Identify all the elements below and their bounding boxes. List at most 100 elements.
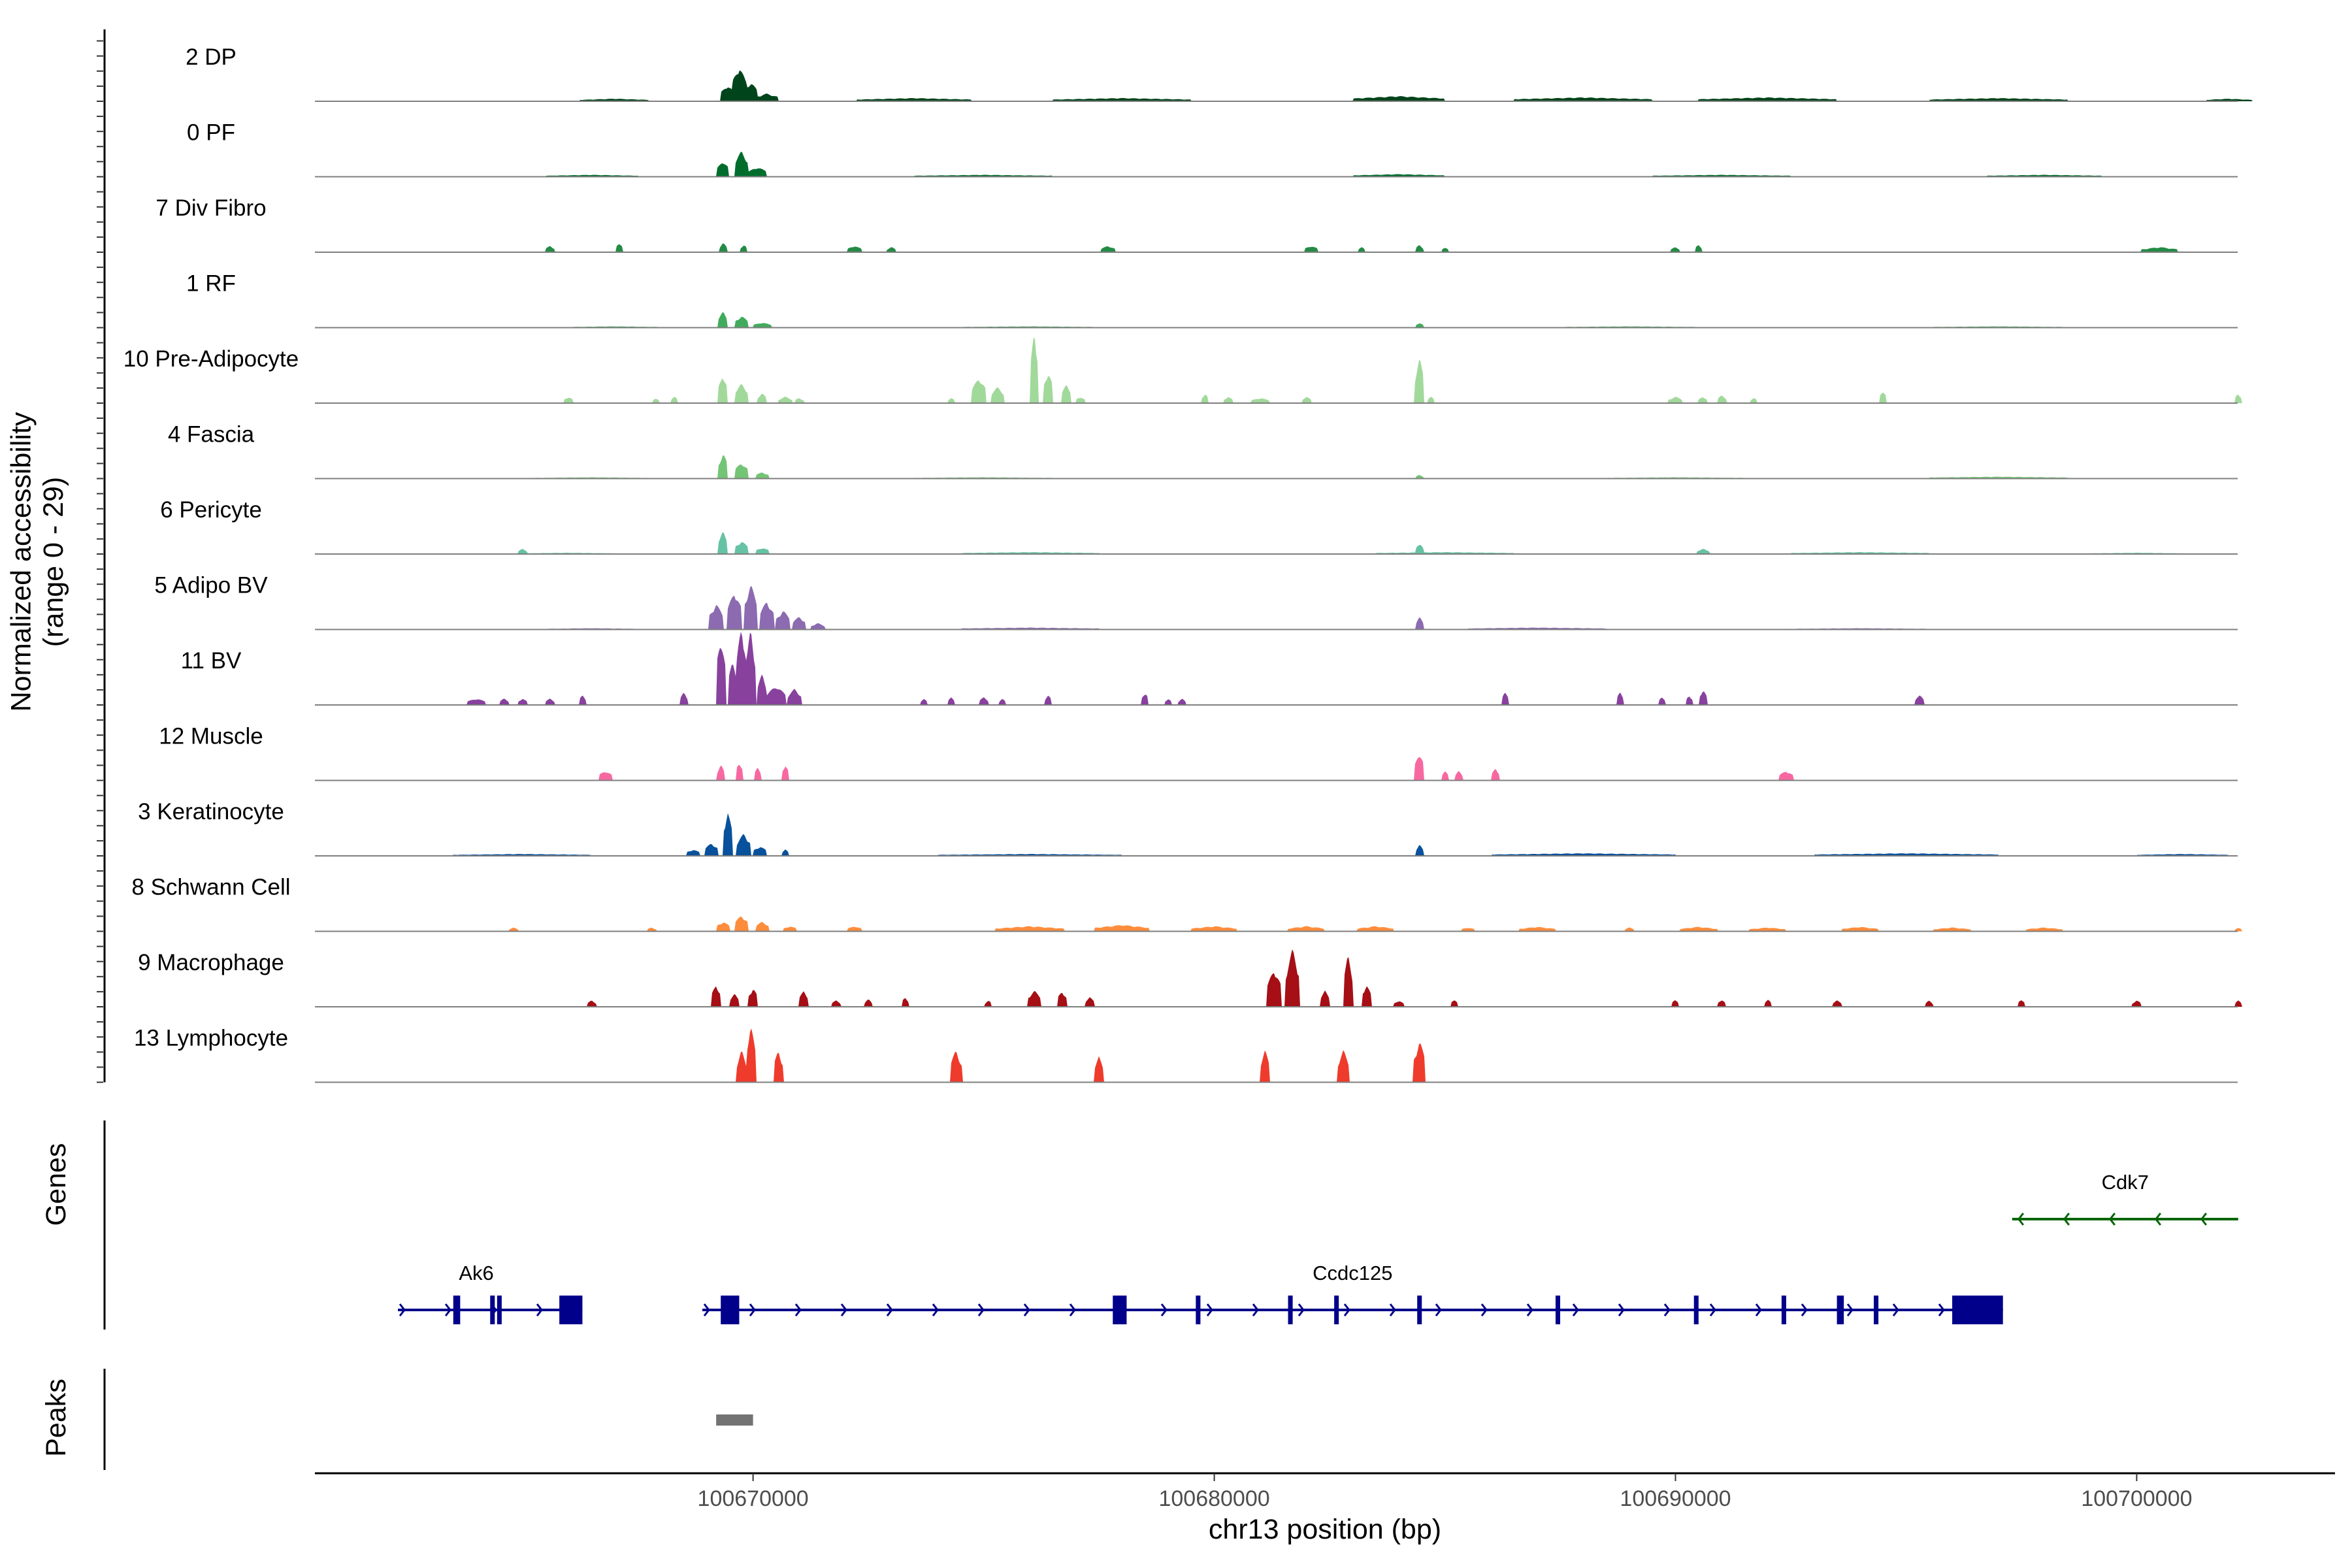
track-5: 10 Pre-Adipocyte bbox=[123, 337, 2335, 404]
track-14: 13 Lymphocyte bbox=[134, 1026, 2335, 1083]
strand-arrow bbox=[1572, 1303, 1579, 1316]
track-10: 12 Muscle bbox=[159, 724, 2335, 781]
strand-arrow bbox=[1892, 1303, 1899, 1316]
exon bbox=[1952, 1296, 2003, 1324]
coverage-area bbox=[315, 152, 2335, 177]
strand-arrow bbox=[1435, 1303, 1442, 1316]
coverage-area bbox=[315, 916, 2335, 932]
peaks-track bbox=[716, 1414, 753, 1426]
gene-cdk7: Cdk7 bbox=[2012, 1171, 2238, 1226]
strand-arrow bbox=[1343, 1303, 1350, 1316]
track-label: 12 Muscle bbox=[159, 724, 263, 749]
strand-arrow bbox=[1938, 1303, 1945, 1316]
exon bbox=[453, 1296, 461, 1324]
exon bbox=[1555, 1296, 1561, 1324]
coverage-area bbox=[315, 312, 2335, 328]
strand-arrow bbox=[1069, 1303, 1076, 1316]
strand-arrow bbox=[1389, 1303, 1396, 1316]
track-label: 0 PF bbox=[187, 120, 235, 146]
coverage-tracks: 2 DP 0 PF 7 Div Fibro 1 RF 10 Pre-Adipocyte 4… bbox=[123, 44, 2335, 1083]
exon bbox=[1288, 1296, 1293, 1324]
peak-region bbox=[716, 1414, 753, 1426]
gene-label: Ak6 bbox=[459, 1262, 493, 1284]
track-3: 7 Div Fibro bbox=[155, 195, 2335, 253]
exon bbox=[490, 1296, 495, 1324]
strand-arrow bbox=[1846, 1303, 1854, 1316]
strand-arrow bbox=[2063, 1213, 2070, 1226]
track-11: 3 Keratinocyte bbox=[138, 799, 2335, 857]
x-tick-label: 100680000 bbox=[1158, 1486, 1269, 1511]
track-label: 4 Fascia bbox=[168, 422, 255, 448]
coverage-area bbox=[315, 337, 2335, 403]
track-8: 5 Adipo BV bbox=[154, 573, 2335, 630]
coverage-area bbox=[315, 70, 2335, 101]
x-tick-label: 100670000 bbox=[698, 1486, 809, 1511]
strand-arrow bbox=[1801, 1303, 1808, 1316]
strand-arrow bbox=[1526, 1303, 1533, 1316]
track-4: 1 RF bbox=[186, 271, 2335, 329]
strand-arrow bbox=[840, 1303, 847, 1316]
exon bbox=[1334, 1296, 1339, 1324]
track-1: 2 DP bbox=[186, 44, 2335, 102]
exon bbox=[1781, 1296, 1786, 1324]
strand-arrow bbox=[2017, 1213, 2025, 1226]
track-label: 11 BV bbox=[181, 648, 242, 674]
coverage-area bbox=[315, 949, 2335, 1007]
track-label: 8 Schwann Cell bbox=[131, 875, 290, 900]
strand-arrow bbox=[703, 1303, 710, 1316]
coverage-area bbox=[315, 1028, 2335, 1083]
strand-arrow bbox=[1663, 1303, 1671, 1316]
strand-arrow bbox=[1755, 1303, 1762, 1316]
strand-arrow bbox=[977, 1303, 985, 1316]
strand-arrow bbox=[1160, 1303, 1168, 1316]
strand-arrow bbox=[2154, 1213, 2162, 1226]
strand-arrow bbox=[2108, 1213, 2116, 1226]
gene-label: Cdk7 bbox=[2102, 1171, 2149, 1194]
track-7: 6 Pericyte bbox=[160, 497, 2335, 555]
strand-arrow bbox=[399, 1303, 406, 1316]
track-12: 8 Schwann Cell bbox=[131, 875, 2335, 932]
strand-arrow bbox=[1252, 1303, 1259, 1316]
track-13: 9 Macrophage bbox=[138, 949, 2335, 1007]
x-tick-label: 100700000 bbox=[2081, 1486, 2192, 1511]
y-axis-title: Normalized accessibility(range 0 - 29) bbox=[5, 412, 69, 711]
left-axes bbox=[97, 29, 106, 1470]
exon bbox=[1693, 1296, 1699, 1324]
coverage-area bbox=[315, 455, 2335, 479]
exon bbox=[1196, 1296, 1201, 1324]
strand-arrow bbox=[536, 1303, 543, 1316]
exon bbox=[721, 1296, 740, 1324]
track-2: 0 PF bbox=[187, 120, 2335, 178]
track-label: 2 DP bbox=[186, 44, 237, 70]
exon bbox=[1837, 1296, 1844, 1324]
strand-arrow bbox=[1298, 1303, 1305, 1316]
strand-arrow bbox=[1206, 1303, 1213, 1316]
coverage-area bbox=[315, 757, 2335, 781]
coverage-area bbox=[315, 243, 2335, 252]
peaks-track-label: Peaks bbox=[41, 1379, 72, 1457]
strand-arrow bbox=[749, 1303, 756, 1316]
track-label: 1 RF bbox=[186, 271, 236, 297]
genes-track: Ak6 Ccdc125 Cdk7 bbox=[398, 1171, 2238, 1324]
strand-arrow bbox=[932, 1303, 939, 1316]
strand-arrow bbox=[1480, 1303, 1488, 1316]
coverage-area bbox=[315, 532, 2335, 554]
track-label: 13 Lymphocyte bbox=[134, 1026, 288, 1051]
strand-arrow bbox=[886, 1303, 893, 1316]
strand-arrow bbox=[794, 1303, 802, 1316]
coverage-area bbox=[315, 585, 2335, 630]
strand-arrow bbox=[1023, 1303, 1030, 1316]
track-label: 9 Macrophage bbox=[138, 950, 284, 975]
x-axis-title: chr13 position (bp) bbox=[1209, 1514, 1441, 1545]
genes-track-label: Genes bbox=[41, 1143, 72, 1226]
gene-ccdc125: Ccdc125 bbox=[702, 1262, 2003, 1324]
track-label: 7 Div Fibro bbox=[155, 195, 266, 221]
track-label: 10 Pre-Adipocyte bbox=[123, 346, 299, 372]
track-label: 3 Keratinocyte bbox=[138, 799, 284, 825]
exon bbox=[1874, 1296, 1879, 1324]
track-label: 5 Adipo BV bbox=[154, 573, 268, 598]
exon bbox=[1417, 1296, 1422, 1324]
exon bbox=[497, 1296, 502, 1324]
strand-arrow bbox=[1709, 1303, 1716, 1316]
